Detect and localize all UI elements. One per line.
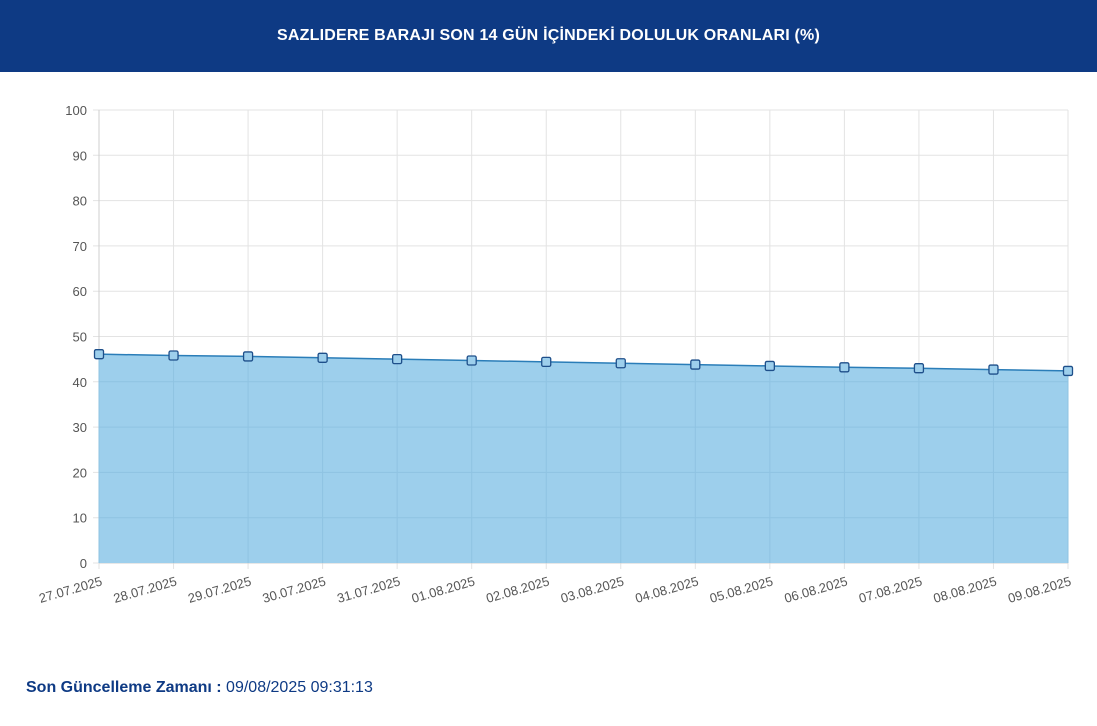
x-tick-label: 06.08.2025: [783, 573, 850, 605]
x-tick-label: 01.08.2025: [410, 573, 477, 605]
x-tick-label: 03.08.2025: [559, 573, 626, 605]
x-tick-label: 02.08.2025: [484, 573, 551, 605]
data-point[interactable]: [242, 351, 254, 362]
x-tick-label: 29.07.2025: [186, 573, 253, 605]
area-series: [98, 353, 1069, 563]
x-tick-label: 27.07.2025: [37, 573, 104, 605]
x-tick-label: 05.08.2025: [708, 573, 775, 605]
x-tick-label: 07.08.2025: [857, 573, 924, 605]
fill-rate-chart: 0 10 20 30 40 50 60 70 80 90 100 27.07.2025 28.07.2…: [37, 103, 1074, 606]
last-update-label: Son Güncelleme Zamanı: [26, 679, 212, 696]
data-point[interactable]: [168, 350, 179, 361]
x-tick-label: 04.08.2025: [633, 573, 700, 605]
y-tick-label: 60: [73, 284, 87, 299]
data-point[interactable]: [839, 362, 850, 373]
x-tick-label: 30.07.2025: [261, 573, 328, 605]
chart-header: SAZLIDERE BARAJI SON 14 GÜN İÇİNDEKİ DOL…: [0, 0, 1097, 72]
data-point[interactable]: [690, 359, 701, 370]
data-point[interactable]: [1062, 365, 1074, 377]
last-update-value: 09/08/2025 09:31:13: [226, 679, 373, 696]
x-tick-label: 31.07.2025: [335, 573, 402, 605]
y-axis-ticks: 0 10 20 30 40 50 60 70 80 90 100: [65, 103, 87, 571]
data-point[interactable]: [317, 352, 328, 363]
data-point[interactable]: [93, 349, 105, 360]
y-tick-label: 90: [73, 148, 87, 163]
last-update-separator: :: [211, 679, 227, 696]
x-tick-label: 28.07.2025: [112, 573, 179, 605]
chart-area: 0 10 20 30 40 50 60 70 80 90 100 27.07.2025 28.07.2…: [0, 72, 1097, 652]
y-tick-label: 0: [80, 556, 87, 571]
data-point[interactable]: [392, 353, 403, 365]
y-tick-label: 40: [73, 375, 87, 390]
y-tick-label: 10: [73, 511, 87, 526]
data-point[interactable]: [913, 363, 925, 374]
area-fill: [99, 354, 1068, 563]
data-point[interactable]: [764, 360, 775, 372]
last-update: Son Güncelleme Zamanı : 09/08/2025 09:31…: [26, 679, 373, 697]
y-tick-label: 50: [73, 330, 87, 345]
data-point[interactable]: [615, 358, 626, 369]
y-tick-label: 70: [73, 239, 87, 254]
x-axis-ticks: 27.07.2025 28.07.2025 29.07.2025 30.07.2025…: [37, 573, 1073, 605]
data-point[interactable]: [988, 364, 999, 375]
y-tick-label: 30: [73, 420, 87, 435]
chart-title: SAZLIDERE BARAJI SON 14 GÜN İÇİNDEKİ DOL…: [277, 27, 820, 44]
data-point[interactable]: [541, 356, 552, 368]
y-tick-label: 100: [65, 103, 87, 118]
y-tick-label: 80: [73, 194, 87, 209]
data-point[interactable]: [466, 355, 477, 366]
y-tick-label: 20: [73, 465, 87, 480]
x-tick-label: 08.08.2025: [932, 573, 999, 605]
x-tick-label: 09.08.2025: [1006, 573, 1073, 605]
series-line: [98, 353, 1069, 372]
data-points: [93, 349, 1074, 377]
